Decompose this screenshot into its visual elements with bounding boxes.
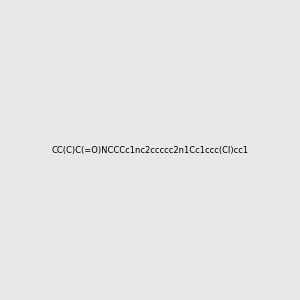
- Text: CC(C)C(=O)NCCCc1nc2ccccc2n1Cc1ccc(Cl)cc1: CC(C)C(=O)NCCCc1nc2ccccc2n1Cc1ccc(Cl)cc1: [51, 146, 249, 154]
